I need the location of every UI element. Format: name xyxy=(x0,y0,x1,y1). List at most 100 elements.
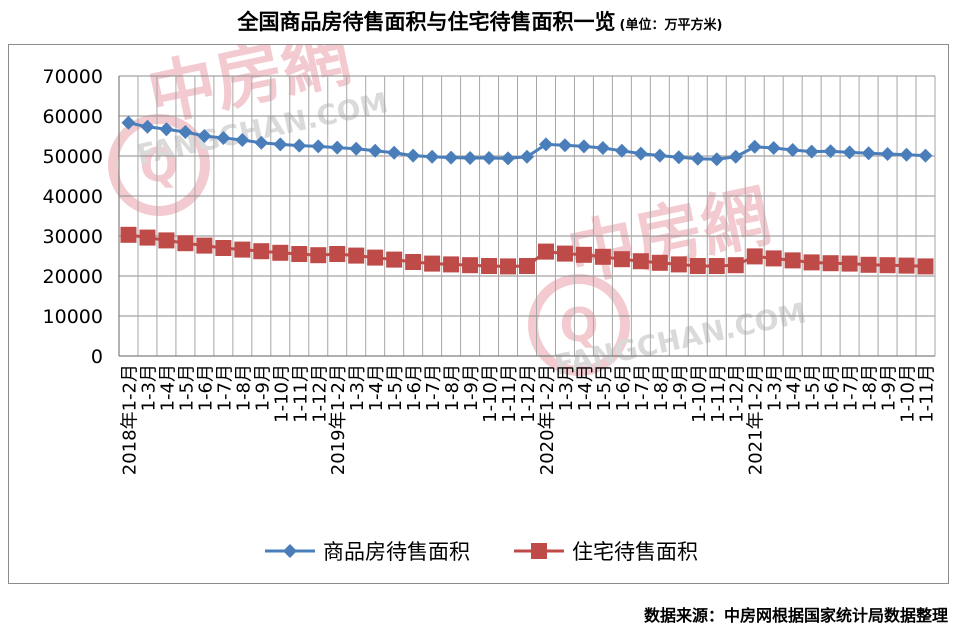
y-tick-label: 20000 xyxy=(43,266,103,288)
data-point-diamond xyxy=(121,115,136,130)
data-point-square xyxy=(841,255,858,272)
data-source-note: 数据来源：中房网根据国家统计局数据整理 xyxy=(643,606,948,625)
data-point-diamond xyxy=(235,133,250,147)
legend-label-1: 商品房待售面积 xyxy=(323,540,470,564)
x-tick-label: 1-3月 xyxy=(138,364,159,411)
x-tick-label: 1-3月 xyxy=(347,364,368,411)
x-tick-label: 2019年1-2月 xyxy=(328,364,349,475)
data-point-square xyxy=(462,257,479,274)
x-tick-label: 1-7月 xyxy=(214,364,235,411)
legend-label-2: 住宅待售面积 xyxy=(572,540,698,564)
x-tick-label: 1-8月 xyxy=(442,364,463,411)
x-tick-label: 1-11月 xyxy=(499,364,520,423)
data-point-square xyxy=(519,258,535,274)
data-point-diamond xyxy=(880,147,895,161)
x-tick-label: 1-11月 xyxy=(290,364,311,423)
data-point-square xyxy=(443,256,460,273)
x-tick-label: 2018年1-2月 xyxy=(119,364,140,475)
x-tick-label: 1-10月 xyxy=(689,364,710,423)
legend: 商品房待售面积 住宅待售面积 xyxy=(265,540,698,564)
data-point-diamond xyxy=(311,139,326,154)
data-point-diamond xyxy=(406,148,421,163)
x-tick-label: 1-11月 xyxy=(917,364,938,423)
y-tick-label: 0 xyxy=(91,346,103,368)
data-point-square xyxy=(310,247,327,264)
data-point-diamond xyxy=(463,151,478,165)
legend-marker-square xyxy=(531,543,547,559)
x-tick-label: 1-5月 xyxy=(385,364,406,411)
data-point-diamond xyxy=(785,143,800,157)
data-point-square xyxy=(424,255,441,272)
data-point-diamond xyxy=(576,139,591,154)
data-point-diamond xyxy=(709,152,724,167)
data-point-square xyxy=(594,248,611,265)
data-point-diamond xyxy=(804,144,819,159)
axes: 0 10000 20000 30000 40000 50000 60000 70000 2018… xyxy=(43,66,938,475)
x-tick-label: 1-9月 xyxy=(252,364,273,411)
data-point-diamond xyxy=(501,151,516,166)
data-point-square xyxy=(367,249,384,266)
data-point-square xyxy=(879,257,896,274)
x-tick-label: 1-3月 xyxy=(765,364,786,411)
x-tick-label: 1-4月 xyxy=(366,364,387,411)
chart-title: 全国商品房待售面积与住宅待售面积一览 (单位：万平方米) xyxy=(0,6,960,36)
x-tick-label: 1-11月 xyxy=(708,364,729,423)
data-point-square xyxy=(746,248,763,265)
watermark-logo-letter: Q xyxy=(139,138,178,192)
data-point-square xyxy=(215,240,232,256)
data-point-square xyxy=(405,254,422,270)
x-tick-label: 1-8月 xyxy=(651,364,672,411)
y-tick-label: 40000 xyxy=(43,186,103,208)
data-point-square xyxy=(632,253,649,270)
data-point-diamond xyxy=(538,137,553,152)
data-point-square xyxy=(158,232,175,249)
data-point-square xyxy=(765,250,782,267)
x-tick-label: 1-10月 xyxy=(480,364,501,423)
chart-title-main: 全国商品房待售面积与住宅待售面积一览 xyxy=(237,10,616,34)
data-point-square xyxy=(898,257,915,274)
data-point-square xyxy=(727,257,744,274)
watermark-logo-ring xyxy=(108,114,210,216)
data-point-diamond xyxy=(349,141,364,156)
watermark-logo-letter: Q xyxy=(559,298,598,352)
data-point-diamond xyxy=(728,149,743,164)
x-tick-label: 1-10月 xyxy=(898,364,919,423)
x-tick-label: 1-8月 xyxy=(860,364,881,411)
y-tick-label: 50000 xyxy=(43,146,103,168)
series xyxy=(120,115,934,275)
y-tick-label: 60000 xyxy=(43,106,103,128)
data-point-square xyxy=(196,237,213,254)
data-point-diamond xyxy=(178,125,193,139)
x-tick-label: 1-6月 xyxy=(613,364,634,411)
data-point-diamond xyxy=(633,146,648,161)
x-tick-label: 1-8月 xyxy=(233,364,254,411)
x-tick-label: 1-9月 xyxy=(879,364,900,411)
data-point-diamond xyxy=(652,148,667,163)
data-point-diamond xyxy=(140,119,155,134)
data-point-diamond xyxy=(254,135,269,150)
data-point-diamond xyxy=(330,140,345,155)
data-point-diamond xyxy=(292,138,307,153)
data-point-square xyxy=(670,256,687,273)
data-point-diamond xyxy=(197,129,212,143)
data-point-square xyxy=(822,255,839,272)
data-point-diamond xyxy=(614,143,629,158)
x-tick-label: 1-4月 xyxy=(575,364,596,411)
data-point-diamond xyxy=(747,139,762,154)
data-point-square xyxy=(784,252,801,269)
data-point-diamond xyxy=(425,149,440,164)
x-tick-label: 1-4月 xyxy=(784,364,805,411)
data-point-diamond xyxy=(861,146,876,161)
watermark-logo-ring xyxy=(528,274,630,376)
legend-marker-diamond xyxy=(283,544,297,558)
data-point-square xyxy=(386,251,403,268)
x-tick-label: 1-5月 xyxy=(594,364,615,411)
data-point-square xyxy=(329,246,346,262)
y-tick-label: 70000 xyxy=(43,66,103,88)
data-point-diamond xyxy=(159,122,174,137)
x-tick-label: 1-9月 xyxy=(461,364,482,411)
data-point-square xyxy=(575,246,592,263)
x-tick-label: 1-7月 xyxy=(632,364,653,411)
data-point-diamond xyxy=(482,151,497,165)
